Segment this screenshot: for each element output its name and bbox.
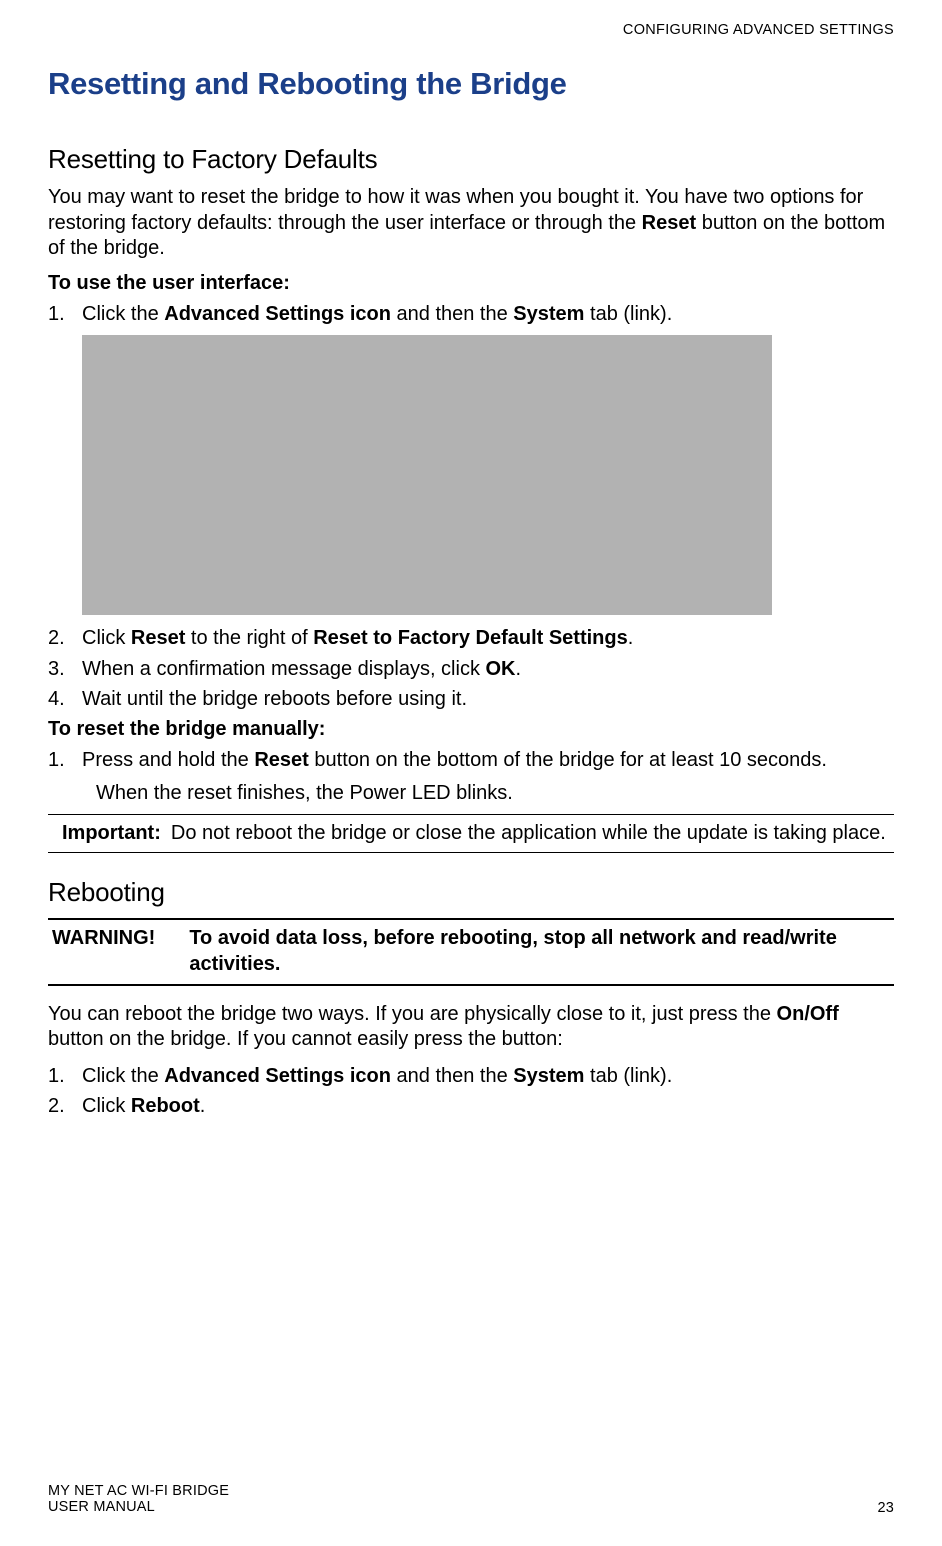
bold: Reset	[131, 627, 185, 649]
important-label: Important:	[48, 821, 161, 847]
important-box: Important: Do not reboot the bridge or c…	[48, 814, 894, 854]
step-3: 3. When a confirmation message displays,…	[48, 656, 894, 682]
warning-text: To avoid data loss, before rebooting, st…	[189, 926, 894, 977]
section-heading-rebooting: Rebooting	[48, 877, 894, 908]
steps-reboot: 1. Click the Advanced Settings icon and …	[48, 1063, 894, 1120]
section1-intro: You may want to reset the bridge to how …	[48, 185, 894, 262]
steps-use-ui: 1. Click the Advanced Settings icon and …	[48, 301, 894, 327]
bold: Reset	[254, 749, 308, 771]
step-number: 3.	[48, 656, 65, 682]
text: and then the	[391, 1065, 513, 1087]
text: Click	[82, 1095, 131, 1117]
footer-manual: USER MANUAL	[48, 1499, 229, 1516]
bold: Reset to Factory Default Settings	[313, 627, 628, 649]
text: tab (link).	[584, 1065, 672, 1087]
step-2-reboot: 2. Click Reboot.	[48, 1093, 894, 1119]
step-number: 4.	[48, 686, 65, 712]
bold: Advanced Settings icon	[164, 1065, 391, 1087]
step-2: 2. Click Reset to the right of Reset to …	[48, 625, 894, 651]
text: Wait until the bridge reboots before usi…	[82, 688, 467, 710]
warning-box: WARNING! To avoid data loss, before rebo…	[48, 918, 894, 985]
warning-label: WARNING!	[48, 926, 155, 977]
text: Click the	[82, 1065, 164, 1087]
text: and then the	[391, 303, 513, 325]
page-number: 23	[877, 1500, 894, 1516]
steps-manual: 1. Press and hold the Reset button on th…	[48, 747, 894, 773]
step-note: When the reset finishes, the Power LED b…	[48, 780, 894, 806]
screenshot-placeholder	[82, 335, 772, 615]
text: to the right of	[185, 627, 313, 649]
text: Click	[82, 627, 131, 649]
step-4: 4. Wait until the bridge reboots before …	[48, 686, 894, 712]
footer-left: MY NET AC WI-FI BRIDGE USER MANUAL	[48, 1483, 229, 1516]
step-number: 2.	[48, 625, 65, 651]
section-heading-resetting: Resetting to Factory Defaults	[48, 144, 894, 175]
step-number: 1.	[48, 1063, 65, 1089]
text: You can reboot the bridge two ways. If y…	[48, 1003, 777, 1025]
text: Click the	[82, 303, 164, 325]
subhead-use-ui: To use the user interface:	[48, 272, 894, 295]
bold: Advanced Settings icon	[164, 303, 391, 325]
step-number: 1.	[48, 747, 65, 773]
bold: System	[513, 1065, 584, 1087]
text: .	[200, 1095, 206, 1117]
text: button on the bridge. If you cannot easi…	[48, 1028, 563, 1050]
step-number: 2.	[48, 1093, 65, 1119]
bold: Reboot	[131, 1095, 200, 1117]
text: When a confirmation message displays, cl…	[82, 658, 486, 680]
page-title: Resetting and Rebooting the Bridge	[48, 66, 894, 102]
text: button on the bottom of the bridge for a…	[309, 749, 827, 771]
text: .	[628, 627, 634, 649]
bold: On/Off	[777, 1003, 839, 1025]
text: .	[516, 658, 522, 680]
footer-product: MY NET AC WI-FI BRIDGE	[48, 1483, 229, 1500]
subhead-reset-manually: To reset the bridge manually:	[48, 718, 894, 741]
text: Press and hold the	[82, 749, 254, 771]
step-1-manual: 1. Press and hold the Reset button on th…	[48, 747, 894, 773]
text: tab (link).	[584, 303, 672, 325]
bold-reset: Reset	[642, 212, 696, 234]
important-text: Do not reboot the bridge or close the ap…	[171, 821, 886, 847]
step-number: 1.	[48, 301, 65, 327]
manual-page: CONFIGURING ADVANCED SETTINGS Resetting …	[0, 0, 942, 1546]
bold: OK	[486, 658, 516, 680]
step-1-reboot: 1. Click the Advanced Settings icon and …	[48, 1063, 894, 1089]
section2-intro: You can reboot the bridge two ways. If y…	[48, 1002, 894, 1053]
steps-use-ui-cont: 2. Click Reset to the right of Reset to …	[48, 625, 894, 712]
page-footer: MY NET AC WI-FI BRIDGE USER MANUAL 23	[48, 1483, 894, 1516]
bold: System	[513, 303, 584, 325]
running-head: CONFIGURING ADVANCED SETTINGS	[48, 22, 894, 38]
step-1: 1. Click the Advanced Settings icon and …	[48, 301, 894, 327]
